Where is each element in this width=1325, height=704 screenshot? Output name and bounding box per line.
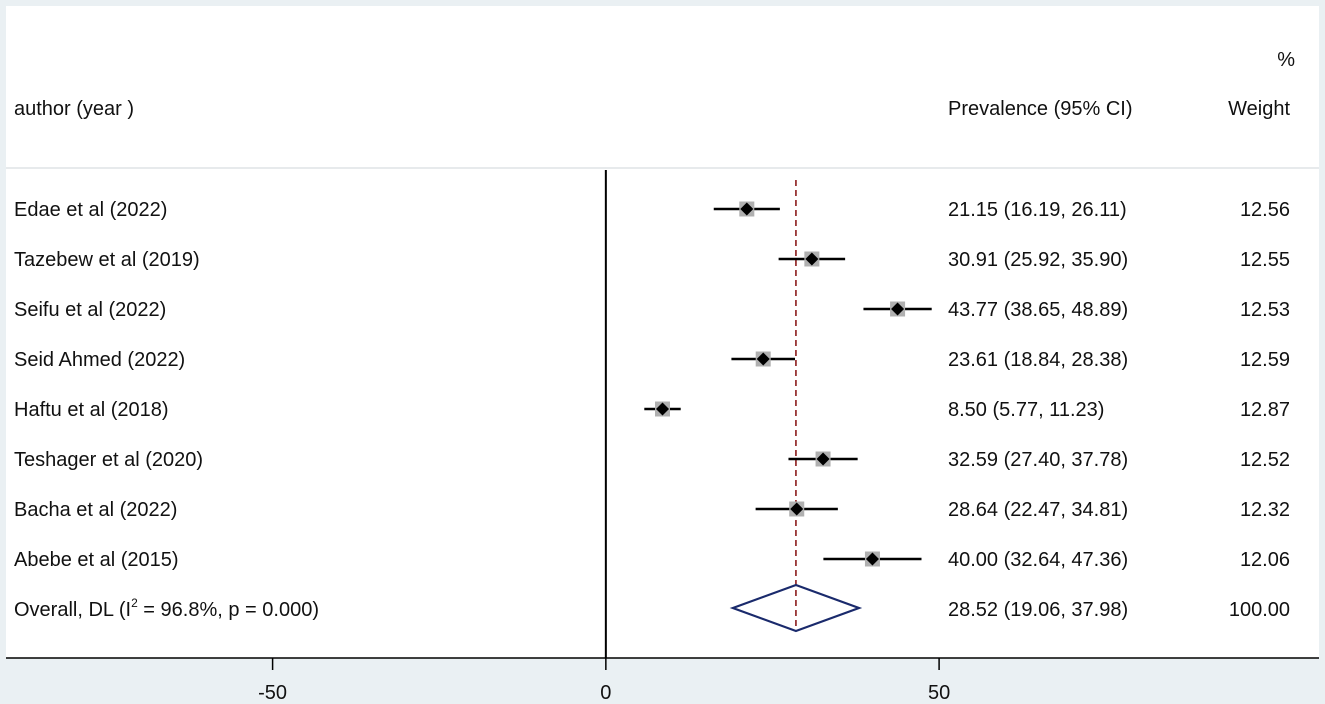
point-estimate bbox=[865, 552, 879, 566]
overall-row: Overall, DL (I2 = 96.8%, p = 0.000) 28.5… bbox=[14, 583, 1290, 633]
weight-value: 12.52 bbox=[1240, 449, 1290, 471]
point-estimate bbox=[805, 252, 819, 266]
study-row: Edae et al (2022) 21.15 (16.19, 26.11) 12.… bbox=[14, 199, 1290, 221]
point-estimate bbox=[740, 202, 754, 216]
point-estimate bbox=[891, 302, 905, 316]
header-weight: Weight bbox=[1228, 98, 1290, 120]
x-tick-label: 0 bbox=[600, 682, 611, 704]
study-label: Seid Ahmed (2022) bbox=[14, 349, 185, 371]
weight-value: 12.59 bbox=[1240, 349, 1290, 371]
point-estimate bbox=[756, 352, 770, 366]
study-label: Edae et al (2022) bbox=[14, 199, 167, 221]
overall-label-suffix: = 96.8%, p = 0.000) bbox=[138, 599, 319, 621]
study-rows: Edae et al (2022) 21.15 (16.19, 26.11) 12.… bbox=[14, 199, 1290, 571]
header-effect: Prevalence (95% CI) bbox=[948, 98, 1133, 120]
study-label: Seifu et al (2022) bbox=[14, 299, 166, 321]
weight-value: 12.06 bbox=[1240, 549, 1290, 571]
header-weight-unit: % bbox=[1277, 49, 1295, 71]
study-label: Teshager et al (2020) bbox=[14, 449, 203, 471]
overall-ci-text: 28.52 (19.06, 37.98) bbox=[948, 599, 1128, 621]
overall-weight: 100.00 bbox=[1229, 599, 1290, 621]
study-label: Haftu et al (2018) bbox=[14, 399, 169, 421]
study-row: Haftu et al (2018) 8.50 (5.77, 11.23) 12.8… bbox=[14, 399, 1290, 421]
x-tick-label: 50 bbox=[928, 682, 950, 704]
study-row: Tazebew et al (2019) 30.91 (25.92, 35.90)… bbox=[14, 249, 1290, 271]
weight-value: 12.55 bbox=[1240, 249, 1290, 271]
weight-value: 12.32 bbox=[1240, 499, 1290, 521]
ci-text: 28.64 (22.47, 34.81) bbox=[948, 499, 1128, 521]
weight-value: 12.53 bbox=[1240, 299, 1290, 321]
plot-panel bbox=[6, 6, 1319, 658]
ci-text: 30.91 (25.92, 35.90) bbox=[948, 249, 1128, 271]
overall-label-prefix: Overall, DL (I bbox=[14, 599, 131, 621]
ci-text: 21.15 (16.19, 26.11) bbox=[948, 199, 1127, 221]
point-estimate bbox=[790, 502, 804, 516]
ci-text: 43.77 (38.65, 48.89) bbox=[948, 299, 1128, 321]
weight-value: 12.56 bbox=[1240, 199, 1290, 221]
ci-text: 23.61 (18.84, 28.38) bbox=[948, 349, 1128, 371]
study-label: Tazebew et al (2019) bbox=[14, 249, 200, 271]
overall-diamond bbox=[729, 583, 863, 633]
header-study: author (year ) bbox=[14, 98, 134, 120]
study-row: Abebe et al (2015) 40.00 (32.64, 47.36) 12… bbox=[14, 549, 1290, 571]
ci-text: 8.50 (5.77, 11.23) bbox=[948, 399, 1104, 421]
study-label: Bacha et al (2022) bbox=[14, 499, 177, 521]
overall-label-sup: 2 bbox=[131, 596, 138, 610]
point-estimate bbox=[816, 452, 830, 466]
overall-label: Overall, DL (I2 = 96.8%, p = 0.000) bbox=[14, 596, 319, 621]
x-axis-ticks: -50 0 50 bbox=[258, 658, 950, 704]
study-row: Seid Ahmed (2022) 23.61 (18.84, 28.38) 12.… bbox=[14, 349, 1290, 371]
ci-text: 32.59 (27.40, 37.78) bbox=[948, 449, 1128, 471]
point-estimate bbox=[656, 402, 669, 416]
study-row: Bacha et al (2022) 28.64 (22.47, 34.81) 12… bbox=[14, 499, 1290, 521]
weight-value: 12.87 bbox=[1240, 399, 1290, 421]
study-row: Seifu et al (2022) 43.77 (38.65, 48.89) 12… bbox=[14, 299, 1290, 321]
study-label: Abebe et al (2015) bbox=[14, 549, 179, 571]
ci-text: 40.00 (32.64, 47.36) bbox=[948, 549, 1128, 571]
x-tick-label: -50 bbox=[258, 682, 287, 704]
study-row: Teshager et al (2020) 32.59 (27.40, 37.78… bbox=[14, 449, 1290, 471]
